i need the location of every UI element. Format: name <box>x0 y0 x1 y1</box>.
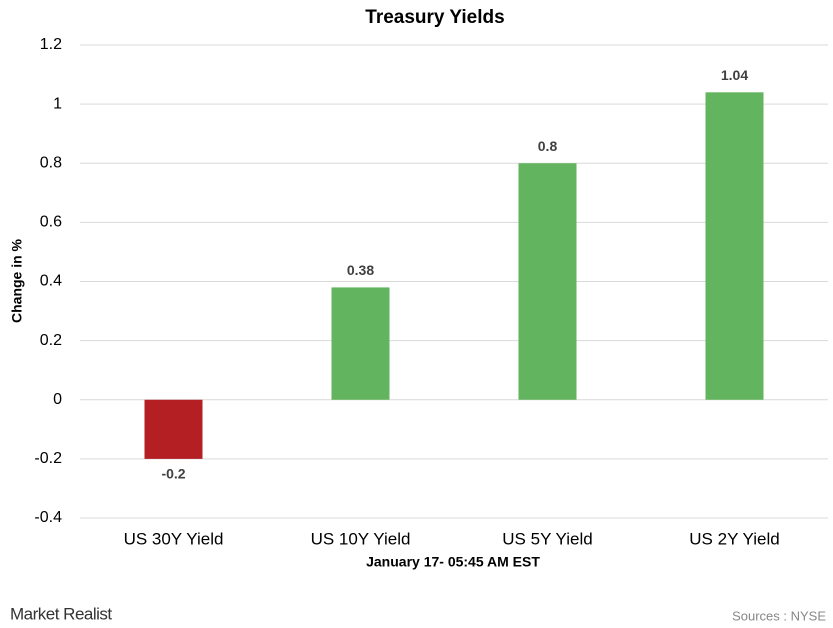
bar <box>331 287 390 400</box>
y-tick-label: 0.4 <box>40 273 62 290</box>
bar <box>144 399 203 459</box>
source-note: Sources : NYSE <box>732 608 826 623</box>
value-label: -0.2 <box>161 466 185 482</box>
y-tick-label: 0.2 <box>40 332 62 349</box>
y-tick-label: 0.8 <box>40 154 62 171</box>
value-label: 0.8 <box>538 138 558 154</box>
y-tick-label: 1.2 <box>40 36 62 53</box>
x-tick-label: US 2Y Yield <box>689 529 779 548</box>
bar <box>705 92 764 400</box>
y-axis-label: Change in % <box>9 238 25 323</box>
brand-logo: Market Realist <box>10 604 112 623</box>
value-label: 1.04 <box>721 67 748 83</box>
chart-title: Treasury Yields <box>365 7 504 28</box>
x-tick-label: US 30Y Yield <box>124 529 224 548</box>
y-tick-label: 0.6 <box>40 214 62 231</box>
x-tick-label: US 10Y Yield <box>311 529 411 548</box>
y-tick-label: -0.2 <box>34 450 62 467</box>
bar <box>518 163 577 400</box>
y-tick-label: 1 <box>53 95 62 112</box>
y-tick-label: -0.4 <box>34 509 62 526</box>
x-axis-label: January 17- 05:45 AM EST <box>366 554 540 570</box>
y-tick-label: 0 <box>53 391 62 408</box>
value-label: 0.38 <box>347 262 374 278</box>
x-tick-label: US 5Y Yield <box>502 529 592 548</box>
